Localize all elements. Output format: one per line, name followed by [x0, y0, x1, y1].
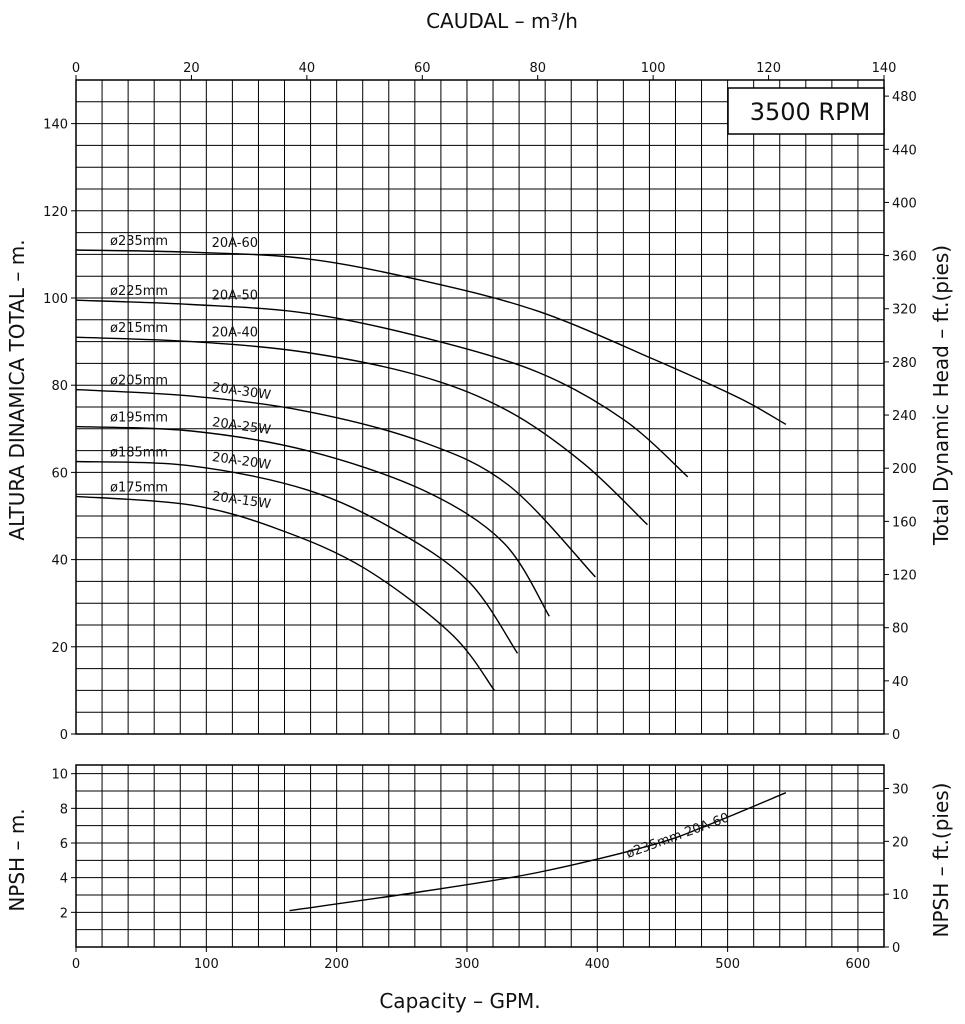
- y-right-tick-label: 0: [892, 728, 900, 743]
- npsh-curve-label: ø235mm 20A-60: [624, 811, 731, 862]
- curve-model-label: 20A-40: [212, 326, 258, 341]
- head-grid: [76, 80, 884, 734]
- npsh-right-axis-title: NPSH – ft.(pies): [929, 783, 953, 938]
- y-left-tick-label: 20: [51, 641, 68, 656]
- y-right-tick-label: 200: [892, 462, 917, 477]
- y-right-tick-label: 320: [892, 303, 917, 318]
- y-right-tick-label: 120: [892, 569, 917, 584]
- y-left-tick-label: 60: [51, 466, 68, 481]
- head-curve-20a-20w: [75, 460, 519, 654]
- curve-model-label: 20A-15W: [211, 489, 272, 512]
- curve-diameter-label: ø215mm: [110, 321, 168, 336]
- curve-model-label: 20A-30W: [211, 380, 272, 403]
- x-bottom-tick-label: 0: [72, 957, 80, 972]
- curve-diameter-label: ø235mm: [110, 234, 168, 249]
- x-top-tick-label: 140: [872, 61, 897, 76]
- head-ticks: 0 20 40 60 80 100 120 140 0 20 40 60 80 100 120 140 0 40 8…: [43, 61, 917, 743]
- x-top-axis-title: CAUDAL – m³/h: [426, 9, 578, 33]
- curve-diameter-label: ø205mm: [110, 374, 168, 389]
- curve-diameter-label: ø175mm: [110, 480, 168, 495]
- head-curve-20a-30w: [75, 388, 596, 578]
- npsh-grid: [76, 765, 884, 947]
- y-right-tick-label: 240: [892, 409, 917, 424]
- head-curve-20a-40: [75, 336, 648, 526]
- npsh-left-tick-label: 10: [51, 768, 68, 783]
- npsh-left-tick-label: 8: [60, 802, 68, 817]
- x-top-tick-label: 120: [756, 61, 781, 76]
- y-left-tick-label: 140: [43, 118, 68, 133]
- npsh-left-tick-label: 6: [60, 837, 68, 852]
- npsh-right-tick-label: 20: [892, 835, 909, 850]
- x-top-tick-label: 0: [72, 61, 80, 76]
- y-right-tick-label: 40: [892, 675, 909, 690]
- y-right-axis-title: Total Dynamic Head – ft.(pies): [929, 245, 953, 546]
- npsh-curve-labels: ø235mm 20A-60: [624, 811, 731, 862]
- y-right-tick-label: 160: [892, 515, 917, 530]
- npsh-right-tick-label: 10: [892, 888, 909, 903]
- y-right-tick-label: 80: [892, 622, 909, 637]
- x-bottom-tick-label: 400: [585, 957, 610, 972]
- y-left-tick-label: 80: [51, 379, 68, 394]
- head-curve-20a-25w: [75, 425, 550, 617]
- y-left-tick-label: 100: [43, 292, 68, 307]
- y-right-tick-label: 360: [892, 250, 917, 265]
- curve-diameter-label: ø185mm: [110, 446, 168, 461]
- head-curve-20a-60: [75, 249, 787, 426]
- rpm-box: [727, 87, 885, 135]
- y-right-tick-label: 400: [892, 196, 917, 211]
- head-panel: ø235mm 20A-60 ø225mm 20A-50 ø215mm 20A-40 ø205…: [43, 61, 917, 743]
- head-curve-labels: ø235mm 20A-60 ø225mm 20A-50 ø215mm 20A-40 ø205…: [110, 234, 272, 512]
- curve-diameter-label: ø225mm: [110, 284, 168, 299]
- x-bottom-tick-label: 300: [455, 957, 480, 972]
- x-bottom-tick-label: 200: [324, 957, 349, 972]
- y-left-tick-label: 0: [60, 728, 68, 743]
- y-left-axis-title: ALTURA DINAMICA TOTAL – m.: [5, 239, 29, 540]
- rpm-title: 3500 RPM: [750, 98, 871, 126]
- npsh-curves: [289, 792, 787, 912]
- y-left-tick-label: 120: [43, 205, 68, 220]
- x-top-tick-label: 100: [641, 61, 666, 76]
- x-top-tick-label: 40: [299, 61, 316, 76]
- x-top-tick-label: 20: [183, 61, 200, 76]
- y-right-tick-label: 440: [892, 143, 917, 158]
- x-bottom-tick-label: 500: [715, 957, 740, 972]
- npsh-left-tick-label: 4: [60, 872, 68, 887]
- x-bottom-axis-title: Capacity – GPM.: [379, 989, 540, 1013]
- y-right-tick-label: 480: [892, 90, 917, 105]
- curve-model-label: 20A-50: [212, 289, 258, 304]
- npsh-left-tick-label: 2: [60, 906, 68, 921]
- curve-diameter-label: ø195mm: [110, 411, 168, 426]
- curve-model-label: 20A-60: [212, 236, 258, 251]
- npsh-curve-20a-60: [289, 792, 787, 912]
- head-curve-20a-50: [75, 299, 689, 478]
- x-top-tick-label: 80: [529, 61, 546, 76]
- head-curves: [75, 249, 787, 691]
- npsh-right-tick-label: 30: [892, 783, 909, 798]
- x-top-tick-label: 60: [414, 61, 431, 76]
- npsh-plot-frame: [75, 764, 885, 948]
- y-left-tick-label: 40: [51, 554, 68, 569]
- y-right-tick-label: 280: [892, 356, 917, 371]
- x-bottom-tick-label: 600: [846, 957, 871, 972]
- npsh-right-tick-label: 0: [892, 941, 900, 956]
- head-curve-20a-15w: [75, 495, 495, 691]
- x-bottom-tick-label: 100: [194, 957, 219, 972]
- npsh-left-axis-title: NPSH – m.: [5, 808, 29, 911]
